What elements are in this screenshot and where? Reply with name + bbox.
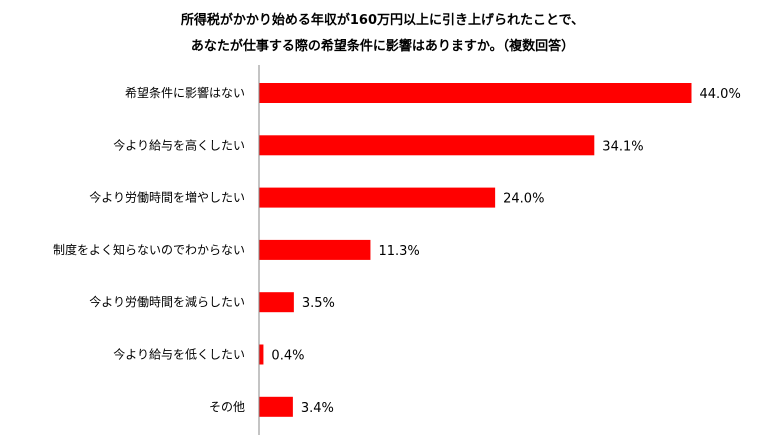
data-label: 44.0% [700, 87, 741, 102]
bar [259, 396, 293, 417]
bar [259, 187, 496, 208]
category-label: 今より給与を高くしたい [113, 137, 245, 152]
data-label: 24.0% [503, 192, 544, 207]
data-label: 11.3% [378, 244, 419, 259]
category-label: 今より労働時間を増やしたい [89, 190, 245, 205]
data-label: 3.4% [301, 401, 334, 416]
bar [259, 239, 371, 260]
data-label: 3.5% [302, 296, 335, 311]
category-label: 今より労働時間を減らしたい [89, 294, 245, 309]
chart-title-line-2: あなたが仕事する際の希望条件に影響はありますか。（複数回答） [190, 39, 575, 54]
bar [259, 344, 264, 365]
bar [259, 135, 595, 156]
bar [259, 292, 294, 313]
category-label: 今より給与を低くしたい [113, 347, 245, 362]
data-label: 34.1% [602, 139, 643, 154]
category-label: その他 [209, 400, 245, 414]
category-label: 制度をよく知らないのでわからない [53, 242, 245, 257]
category-label: 希望条件に影響はない [125, 85, 245, 100]
data-label: 0.4% [271, 349, 304, 364]
bar [259, 83, 692, 103]
chart-title-line-1: 所得税がかかり始める年収が160万円以上に引き上げられたことで、 [180, 13, 585, 28]
